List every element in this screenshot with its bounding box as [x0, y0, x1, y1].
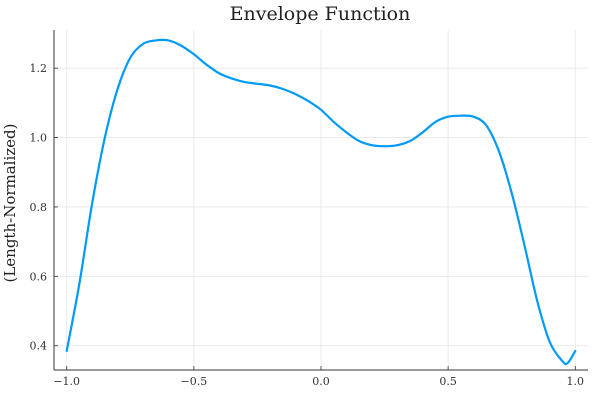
plot-area — [65, 38, 577, 366]
y-tick-label: 1.2 — [30, 62, 48, 75]
series-line-0 — [65, 38, 577, 366]
y-axis-label: (Length-Normalized) — [1, 123, 19, 282]
y-tick-label: 1.0 — [30, 132, 48, 145]
x-tick-label: −0.5 — [180, 375, 207, 388]
grid — [54, 30, 588, 370]
y-tick-label: 0.4 — [30, 340, 48, 353]
x-tick-label: 0.0 — [312, 375, 330, 388]
y-tick-label: 0.8 — [30, 201, 48, 214]
ticks: −1.0 −0.5 0.0 0.5 1.0 0.4 0.6 0.8 1.0 1.2 — [30, 62, 585, 388]
x-tick-label: 0.5 — [439, 375, 457, 388]
x-tick-label: −1.0 — [53, 375, 80, 388]
y-tick-label: 0.6 — [30, 270, 48, 283]
x-tick-label: 1.0 — [567, 375, 585, 388]
chart-title: Envelope Function — [230, 3, 411, 25]
